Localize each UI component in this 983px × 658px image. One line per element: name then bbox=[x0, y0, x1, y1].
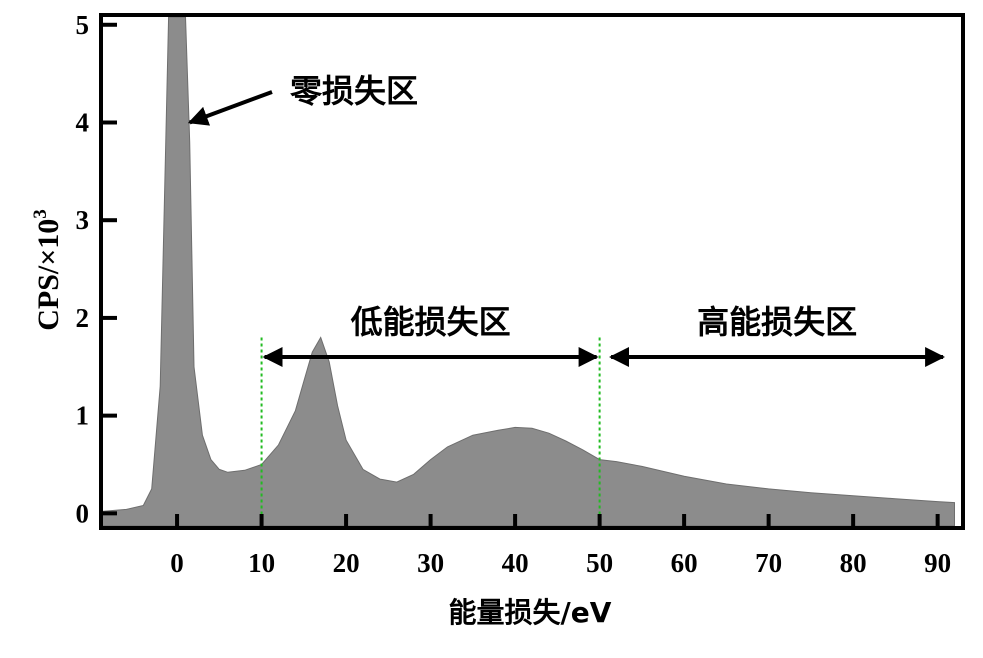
annotation-low-loss-label: 低能损失区 bbox=[351, 303, 511, 341]
x-tick-label: 0 bbox=[170, 548, 184, 578]
x-tick-label: 80 bbox=[840, 548, 867, 578]
x-tick-label: 60 bbox=[671, 548, 698, 578]
y-tick-label: 3 bbox=[76, 205, 90, 235]
y-axis-title-superscript: 3 bbox=[30, 209, 51, 219]
x-tick-label: 30 bbox=[417, 548, 444, 578]
x-axis-ticks: 0 10 20 30 40 50 60 70 80 90 bbox=[170, 514, 951, 578]
y-tick-label: 5 bbox=[76, 10, 90, 40]
plot-frame bbox=[99, 13, 965, 530]
y-tick-label: 1 bbox=[76, 401, 90, 431]
y-axis-title: CPS/×103 bbox=[30, 209, 65, 331]
annotation-zero-loss-label: 零损失区 bbox=[290, 72, 418, 110]
y-tick-label: 4 bbox=[76, 107, 90, 137]
y-tick-label: 2 bbox=[76, 303, 90, 333]
x-tick-label: 40 bbox=[502, 548, 529, 578]
y-axis-title-main: CPS/×10 bbox=[32, 219, 65, 331]
x-tick-label: 90 bbox=[924, 548, 951, 578]
x-tick-label: 50 bbox=[586, 548, 613, 578]
y-axis-ticks: 0 1 2 3 4 5 bbox=[76, 10, 117, 528]
plot-area bbox=[100, 16, 955, 527]
x-tick-label: 10 bbox=[248, 548, 275, 578]
annotation-high-loss-label: 高能损失区 bbox=[697, 303, 857, 341]
x-tick-label: 20 bbox=[333, 548, 360, 578]
x-axis-title: 能量损失/eV bbox=[449, 596, 612, 629]
spectrum-area-0 bbox=[100, 16, 955, 527]
x-tick-label: 70 bbox=[755, 548, 782, 578]
annotation-zero-loss-arrow bbox=[187, 90, 273, 126]
y-tick-label: 0 bbox=[76, 498, 90, 528]
